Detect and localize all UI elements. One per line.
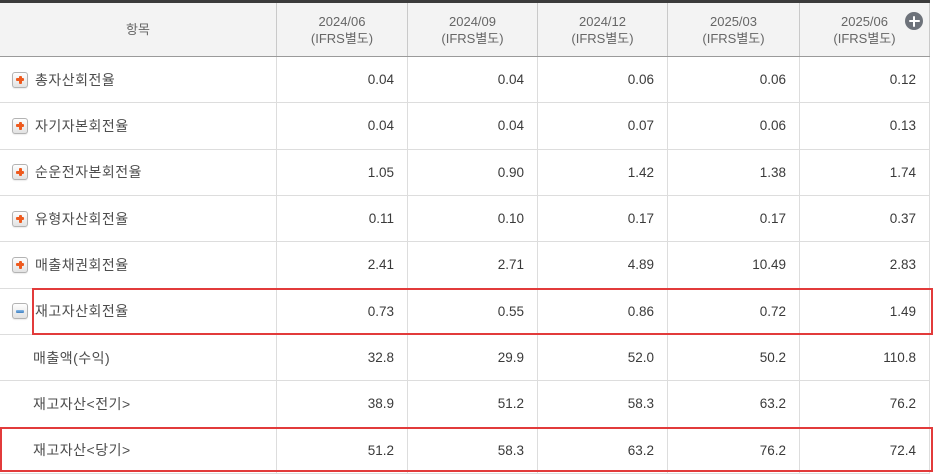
row-label-cell: 자기자본회전율 <box>0 103 277 149</box>
value-cell: 63.2 <box>538 427 668 473</box>
value-cell: 0.06 <box>538 57 668 103</box>
period-label: 2025/03 <box>710 13 757 29</box>
basis-label: (IFRS별도) <box>310 30 374 46</box>
expand-icon[interactable] <box>12 71 28 88</box>
expand-icon[interactable] <box>12 256 28 273</box>
add-column-icon[interactable] <box>905 12 923 30</box>
row-label: 순운전자본회전율 <box>35 164 143 181</box>
value-cell: 29.9 <box>408 334 538 381</box>
table-row-inventory-prior: 재고자산<전기> 38.9 51.2 58.3 63.2 76.2 <box>0 381 930 428</box>
row-label-cell: 매출채권회전율 <box>0 242 277 288</box>
value-cell: 0.06 <box>668 57 800 103</box>
value-cell: 58.3 <box>538 381 668 427</box>
value-cell: 0.10 <box>408 195 538 242</box>
value-cell: 2.71 <box>408 242 538 288</box>
table-row-total-asset-turnover: 총자산회전율 0.04 0.04 0.06 0.06 0.12 <box>0 57 930 104</box>
row-label-cell: 재고자산<전기> <box>0 381 277 427</box>
period-label: 2024/06 <box>318 13 366 29</box>
value-cell: 1.38 <box>668 149 800 195</box>
column-header-item: 항목 <box>0 3 277 56</box>
row-label-cell: 재고자산회전율 <box>0 288 277 334</box>
row-label-cell: 총자산회전율 <box>0 57 277 103</box>
basis-label: (IFRS별도) <box>441 30 504 46</box>
row-label: 총자산회전율 <box>35 71 116 88</box>
column-header-2024-06: 2024/06 (IFRS별도) <box>277 3 408 56</box>
expand-icon[interactable] <box>12 117 28 134</box>
column-header-2024-12: 2024/12 (IFRS별도) <box>538 3 668 56</box>
row-label: 자기자본회전율 <box>35 117 129 134</box>
row-label-cell: 매출액(수익) <box>0 334 277 381</box>
value-cell: 1.42 <box>538 149 668 195</box>
column-header-2025-03: 2025/03 (IFRS별도) <box>668 3 800 56</box>
value-cell: 63.2 <box>668 381 800 427</box>
table-row-equity-turnover: 자기자본회전율 0.04 0.04 0.07 0.06 0.13 <box>0 103 930 150</box>
value-cell: 38.9 <box>277 381 408 427</box>
value-cell: 51.2 <box>408 381 538 427</box>
row-label: 유형자산회전율 <box>35 210 129 227</box>
value-cell: 10.49 <box>668 242 800 288</box>
value-cell: 58.3 <box>408 427 538 473</box>
row-label: 매출채권회전율 <box>35 256 129 273</box>
item-header-label: 항목 <box>126 22 150 37</box>
value-cell: 76.2 <box>668 427 800 473</box>
value-cell: 1.74 <box>800 149 930 195</box>
value-cell: 0.06 <box>668 103 800 149</box>
column-header-2025-06: 2025/06 (IFRS별도) <box>800 3 930 56</box>
row-label-cell: 재고자산<당기> <box>0 427 277 473</box>
column-header-2024-09: 2024/09 (IFRS별도) <box>408 3 538 56</box>
value-cell: 0.73 <box>277 288 408 334</box>
row-label: 재고자산<전기> <box>33 395 131 412</box>
value-cell: 4.89 <box>538 242 668 288</box>
value-cell: 1.05 <box>277 149 408 195</box>
collapse-icon[interactable] <box>12 303 28 320</box>
value-cell: 1.49 <box>800 288 930 334</box>
row-label-cell: 순운전자본회전율 <box>0 149 277 195</box>
value-cell: 0.72 <box>668 288 800 334</box>
value-cell: 0.90 <box>408 149 538 195</box>
basis-label: (IFRS별도) <box>702 30 765 46</box>
value-cell: 0.86 <box>538 288 668 334</box>
basis-label: (IFRS별도) <box>833 30 896 46</box>
row-label: 재고자산회전율 <box>35 303 129 320</box>
value-cell: 72.4 <box>800 427 930 473</box>
value-cell: 110.8 <box>800 334 930 381</box>
value-cell: 0.37 <box>800 195 930 242</box>
table-row-inventory-turnover: 재고자산회전율 0.73 0.55 0.86 0.72 1.49 <box>0 288 930 335</box>
value-cell: 2.41 <box>277 242 408 288</box>
table-header-row: 항목 2024/06 (IFRS별도) 2024/09 (IFRS별도) 202… <box>0 3 930 57</box>
table-row-receivables-turnover: 매출채권회전율 2.41 2.71 4.89 10.49 2.83 <box>0 242 930 289</box>
row-label: 매출액(수익) <box>33 349 111 366</box>
value-cell: 0.17 <box>538 195 668 242</box>
value-cell: 0.04 <box>277 103 408 149</box>
table-row-revenue: 매출액(수익) 32.8 29.9 52.0 50.2 110.8 <box>0 334 930 382</box>
value-cell: 0.07 <box>538 103 668 149</box>
row-label-cell: 유형자산회전율 <box>0 195 277 242</box>
table-row-inventory-current: 재고자산<당기> 51.2 58.3 63.2 76.2 72.4 <box>0 427 930 474</box>
value-cell: 0.12 <box>800 57 930 103</box>
value-cell: 0.11 <box>277 195 408 242</box>
table-row-tangible-asset-turnover: 유형자산회전율 0.11 0.10 0.17 0.17 0.37 <box>0 195 930 243</box>
value-cell: 50.2 <box>668 334 800 381</box>
value-cell: 0.04 <box>277 57 408 103</box>
value-cell: 2.83 <box>800 242 930 288</box>
value-cell: 51.2 <box>277 427 408 473</box>
period-label: 2025/06 <box>841 13 888 29</box>
expand-icon[interactable] <box>12 210 28 227</box>
value-cell: 32.8 <box>277 334 408 381</box>
period-label: 2024/12 <box>579 13 626 29</box>
value-cell: 0.04 <box>408 103 538 149</box>
value-cell: 0.55 <box>408 288 538 334</box>
expand-icon[interactable] <box>12 164 28 181</box>
basis-label: (IFRS별도) <box>571 30 634 46</box>
period-label: 2024/09 <box>449 13 496 29</box>
value-cell: 0.04 <box>408 57 538 103</box>
table-row-net-working-capital-turnover: 순운전자본회전율 1.05 0.90 1.42 1.38 1.74 <box>0 149 930 196</box>
value-cell: 76.2 <box>800 381 930 427</box>
row-label: 재고자산<당기> <box>33 442 131 459</box>
value-cell: 52.0 <box>538 334 668 381</box>
value-cell: 0.13 <box>800 103 930 149</box>
value-cell: 0.17 <box>668 195 800 242</box>
